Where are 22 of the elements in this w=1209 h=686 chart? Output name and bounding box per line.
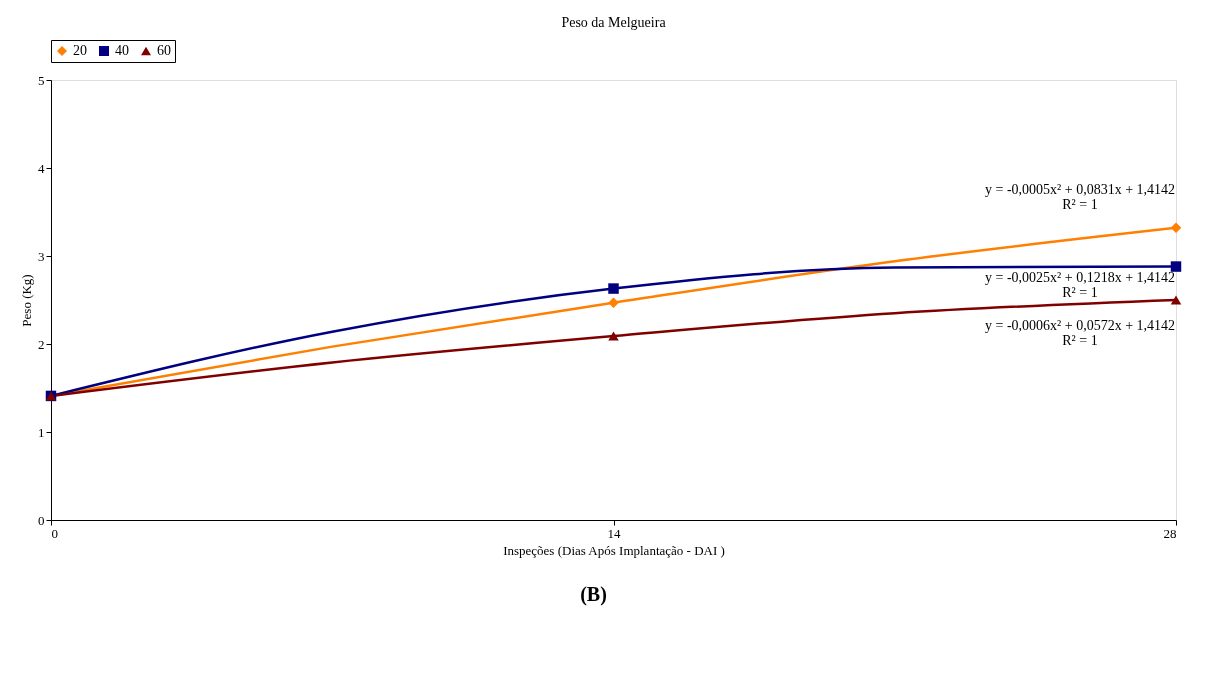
legend-label: 20 xyxy=(73,43,87,58)
annotation: R² = 1 xyxy=(1062,197,1098,212)
annotation: y = -0,0006x² + 0,0572x + 1,4142 xyxy=(984,318,1176,333)
x-axis-title: Inspeções (Dias Após Implantação - DAI ) xyxy=(503,542,725,558)
legend-label: 60 xyxy=(157,43,171,58)
y-tick-label: 0 xyxy=(38,512,45,528)
y-tick-label: 2 xyxy=(38,336,45,352)
y-tick-label: 3 xyxy=(38,248,45,264)
annotation: y = -0,0005x² + 0,0831x + 1,4142 xyxy=(984,182,1176,197)
annotation: R² = 1 xyxy=(1062,285,1098,300)
annotation: R² = 1 xyxy=(1062,333,1098,348)
text: (B) xyxy=(580,583,607,606)
x-tick-label: 14 xyxy=(607,525,621,541)
annotation: y = -0,0025x² + 0,1218x + 1,4142 xyxy=(984,270,1176,285)
legend-label: 40 xyxy=(115,43,129,58)
y-tick-label: 4 xyxy=(38,160,45,176)
y-axis-title: Peso (Kg) xyxy=(19,274,34,327)
y-tick-label: 1 xyxy=(38,424,45,440)
y-tick-label: 5 xyxy=(38,72,45,88)
x-tick-label: 0 xyxy=(51,525,58,541)
chart-title: Peso da Melgueira xyxy=(561,14,667,30)
x-tick-label: 28 xyxy=(1163,525,1177,541)
